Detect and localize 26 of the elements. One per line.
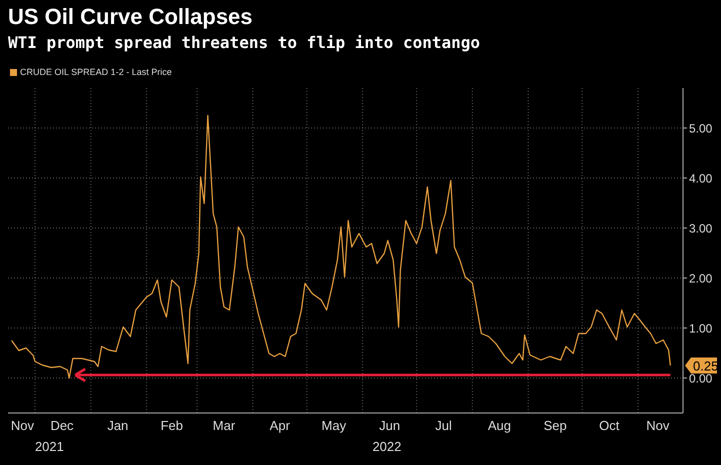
y-tick-label: 0.00 bbox=[689, 371, 713, 386]
text: 2022 bbox=[372, 439, 402, 454]
x-tick-label: Nov bbox=[10, 418, 34, 434]
text: 2021 bbox=[34, 439, 64, 454]
legend-label: CRUDE OIL SPREAD 1-2 - Last Price bbox=[19, 67, 172, 77]
annotation: 0.25 bbox=[693, 358, 718, 374]
x-tick-label: Feb bbox=[160, 418, 184, 434]
x-tick-label: Oct bbox=[599, 418, 620, 434]
line-series bbox=[11, 114, 671, 379]
x-tick-label: Aug bbox=[488, 418, 511, 434]
x-tick-label: Dec bbox=[50, 418, 74, 434]
chart-title: US Oil Curve Collapses bbox=[8, 4, 253, 30]
y-tick-label: 5.00 bbox=[689, 121, 713, 136]
y-tick-label: 1.00 bbox=[689, 321, 713, 336]
y-tick-label: 3.00 bbox=[689, 221, 713, 236]
x-tick-label: Jan bbox=[107, 418, 128, 434]
x-tick-label: Mar bbox=[212, 418, 236, 434]
x-tick-label: Apr bbox=[270, 418, 291, 434]
x-tick-label: May bbox=[322, 418, 347, 434]
x-tick-label: Jun bbox=[379, 418, 400, 434]
x-tick-label: Nov bbox=[646, 418, 670, 434]
x-tick-label: Jul bbox=[435, 418, 452, 434]
y-tick-label: 2.00 bbox=[689, 271, 713, 286]
chart-subtitle: WTI prompt spread threatens to flip into contango bbox=[8, 33, 480, 52]
y-tick-label: 4.00 bbox=[689, 171, 713, 186]
x-tick-label: Sep bbox=[544, 418, 567, 434]
